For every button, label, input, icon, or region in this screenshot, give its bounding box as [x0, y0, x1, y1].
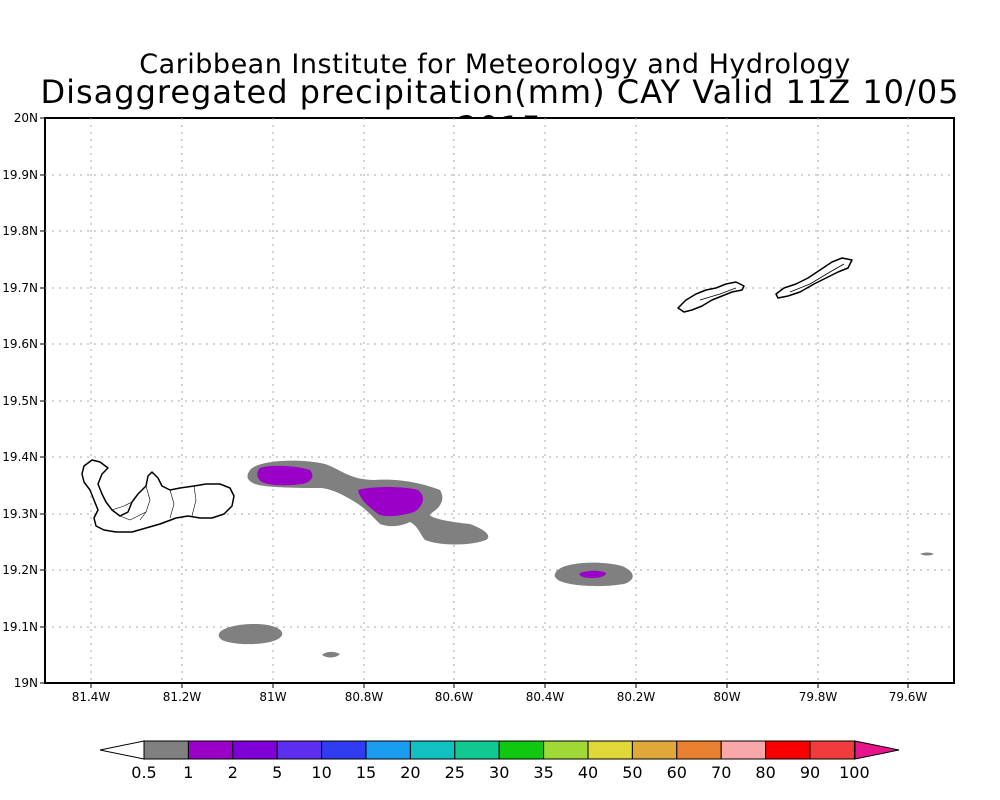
colorbar-label: 25 [445, 763, 465, 782]
lat-tick-label: 19.8N [2, 224, 38, 238]
lon-tick-label: 80.6W [435, 690, 474, 704]
colorbar-label: 5 [272, 763, 282, 782]
colorbar-label: 50 [622, 763, 642, 782]
colorbar-swatch [454, 740, 500, 760]
colorbar-swatch [631, 740, 678, 760]
title-line-1: Caribbean Institute for Meteorology and … [139, 49, 851, 80]
island-outlines [81, 257, 853, 533]
lat-tick-label: 19.6N [2, 337, 38, 351]
colorbar-swatch [587, 740, 633, 760]
lat-tick-label: 19.7N [2, 281, 38, 295]
precip-area-purple [358, 487, 423, 517]
colorbar-label: 40 [578, 763, 598, 782]
colorbar-label: 20 [400, 763, 420, 782]
colorbar-label: 15 [356, 763, 376, 782]
colorbar-swatch [543, 740, 589, 760]
lon-tick-label: 79.8W [799, 690, 838, 704]
colorbar-labels: 0.5 1 2 5 10 15 20 25 30 35 40 50 60 70 80 90 100 [131, 763, 869, 782]
colorbar-swatch [276, 740, 323, 760]
cayman-brac-outline [775, 257, 853, 299]
lon-tick-label: 80.4W [526, 690, 565, 704]
lat-tick-label: 19.5N [2, 394, 38, 408]
colorbar-label: 0.5 [131, 763, 156, 782]
colorbar-swatch [809, 740, 855, 760]
colorbar-swatch [765, 740, 811, 760]
colorbar-label: 30 [489, 763, 509, 782]
lon-tick-label: 80.8W [345, 690, 384, 704]
colorbar-label: 70 [711, 763, 731, 782]
lat-tick-label: 20N [14, 111, 38, 125]
cayman-brac-inner-line [789, 263, 845, 293]
lat-tick-labels: 19N 19.1N 19.2N 19.3N 19.4N 19.5N 19.6N … [2, 111, 38, 690]
precip-area-gray [322, 651, 340, 658]
colorbar: 0.5 1 2 5 10 15 20 25 30 35 40 50 60 70 80 90 100 [99, 740, 900, 782]
lon-tick-labels: 81.4W 81.2W 81W 80.8W 80.6W 80.4W 80.2W … [72, 690, 928, 704]
colorbar-lower-arrow [99, 740, 145, 760]
colorbar-swatch [143, 740, 189, 760]
lon-tick-label: 81W [259, 690, 286, 704]
lat-tick-label: 19.1N [2, 620, 38, 634]
tick-marks [40, 117, 909, 688]
colorbar-upper-arrow [854, 740, 900, 760]
colorbar-label: 1 [183, 763, 193, 782]
lat-tick-label: 19.2N [2, 563, 38, 577]
lat-tick-label: 19.3N [2, 507, 38, 521]
precip-area-purple [257, 465, 313, 486]
colorbar-swatch [365, 740, 411, 760]
colorbar-swatch [321, 740, 367, 760]
precip-area-gray [920, 552, 934, 556]
colorbar-label: 90 [800, 763, 820, 782]
precip-area-gray [218, 624, 283, 645]
lat-tick-label: 19.9N [2, 168, 38, 182]
lon-tick-label: 80W [713, 690, 740, 704]
colorbar-label: 2 [228, 763, 238, 782]
title-line-2: Disaggregated precipitation(mm) CAY Vali… [40, 73, 960, 146]
lat-tick-label: 19N [14, 676, 38, 690]
colorbar-boxes [143, 740, 855, 760]
colorbar-swatch [409, 740, 456, 760]
colorbar-label: 100 [839, 763, 870, 782]
grand-cayman-outline [81, 459, 235, 533]
lon-tick-label: 79.6W [889, 690, 928, 704]
lat-tick-label: 19.4N [2, 450, 38, 464]
lon-tick-label: 81.4W [72, 690, 111, 704]
colorbar-label: 60 [667, 763, 687, 782]
colorbar-label: 80 [755, 763, 775, 782]
precipitation-shading [218, 460, 934, 658]
colorbar-swatch [187, 740, 234, 760]
colorbar-swatch [720, 740, 767, 760]
precip-area-purple [579, 570, 606, 578]
grand-cayman-districts [111, 485, 197, 521]
lon-tick-label: 81.2W [163, 690, 202, 704]
colorbar-swatch [232, 740, 278, 760]
colorbar-swatch [498, 740, 545, 760]
little-cayman-inner-line [699, 287, 737, 301]
colorbar-swatch [676, 740, 722, 760]
lon-tick-label: 80.2W [617, 690, 656, 704]
colorbar-label: 35 [533, 763, 553, 782]
colorbar-label: 10 [311, 763, 331, 782]
